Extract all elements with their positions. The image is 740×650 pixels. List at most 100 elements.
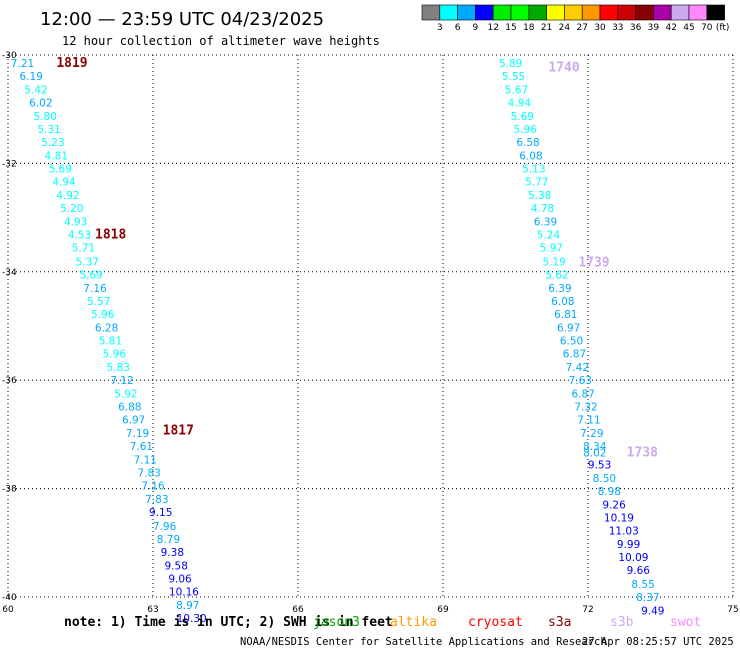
legend-label: 39	[648, 23, 660, 33]
timestamp-text: 27 Apr 08:25:57 UTC 2025	[582, 636, 734, 648]
wave-height-value: 5.23	[41, 137, 64, 149]
wave-height-value: 6.88	[118, 402, 141, 414]
legend-label: 3	[437, 23, 443, 33]
x-tick-label: 69	[437, 605, 449, 615]
wave-height-value: 5.20	[60, 203, 83, 215]
wave-height-value: 9.49	[641, 605, 664, 617]
chart-subtitle: 12 hour collection of altimeter wave hei…	[62, 34, 380, 48]
x-tick-label: 60	[2, 605, 14, 615]
wave-height-value: 5.62	[545, 269, 568, 281]
wave-height-value: 5.24	[537, 230, 561, 242]
y-tick-label: -32	[2, 159, 17, 169]
wave-height-value: 8.02	[583, 448, 606, 460]
y-tick-label: -36	[2, 376, 17, 386]
wave-height-value: 7.96	[153, 521, 177, 533]
legend-swatch	[439, 4, 458, 21]
legend-swatch	[599, 4, 619, 21]
wave-height-value: 9.53	[588, 460, 611, 472]
wave-height-value: 7.83	[145, 494, 168, 506]
wave-height-value: 8.37	[636, 592, 659, 604]
wave-height-value: 9.99	[617, 539, 640, 551]
wave-height-value: 5.57	[87, 296, 110, 308]
wave-height-value: 6.97	[557, 322, 580, 334]
legend-swatch	[457, 4, 476, 21]
wave-height-value: 6.08	[551, 296, 574, 308]
legend-label: 6	[455, 23, 461, 33]
wave-height-value: 10.19	[604, 513, 634, 525]
legend-label: 18	[523, 23, 535, 33]
legend-swatch	[706, 4, 725, 21]
wave-height-value: 5.37	[76, 256, 99, 268]
y-tick-label: -38	[2, 485, 17, 495]
wave-height-value: 7.83	[137, 468, 160, 480]
wave-height-value: 7.29	[580, 428, 603, 440]
credit-text: NOAA/NESDIS Center for Satellite Applica…	[240, 636, 607, 648]
wave-height-value: 7.16	[141, 481, 165, 493]
wave-height-value: 7.63	[569, 375, 592, 387]
wave-height-value: 6.87	[563, 348, 586, 360]
y-tick-label: -40	[2, 593, 17, 603]
legend-swatch	[546, 4, 565, 21]
wave-height-value: 7.11	[577, 415, 600, 427]
wave-height-value: 5.69	[79, 269, 102, 281]
legend-swatch	[688, 4, 708, 21]
wave-height-value: 5.71	[72, 243, 95, 255]
wave-height-value: 9.38	[161, 547, 184, 559]
plot-area: 60 63 66 69 72 75-30-32-34-36-38-407.216.195.…	[2, 51, 739, 625]
satellite-legend: jason3 altika cryosat s3a s3b swot	[313, 615, 701, 630]
wave-height-value: 5.67	[505, 84, 528, 96]
wave-height-value: 6.02	[29, 97, 52, 109]
legend-label: 30	[594, 23, 606, 33]
legend-label: 42	[665, 23, 676, 33]
wave-height-value: 9.06	[168, 573, 192, 585]
color-legend: 3 6 9 12 15 18 21 24 27 30 33 36 39 42 45 70 (ft)	[421, 4, 729, 33]
wave-height-value: 4.94	[52, 177, 76, 189]
wave-height-value: 7.61	[130, 441, 153, 453]
wave-height-value: 10.09	[618, 552, 648, 564]
wave-height-value: 7.16	[83, 283, 107, 295]
wave-height-value: 8.34	[583, 441, 607, 453]
wave-height-value: 5.96	[103, 348, 127, 360]
wave-height-value: 4.93	[64, 217, 87, 229]
wave-height-value: 6.81	[554, 309, 577, 321]
wave-height-value: 6.39	[534, 217, 557, 229]
wave-height-value: 5.83	[107, 362, 130, 374]
wave-height-value: 5.77	[525, 177, 548, 189]
y-tick-label: -34	[2, 268, 17, 278]
wave-height-value: 10.16	[169, 586, 199, 598]
wave-height-value: 10.30	[177, 613, 207, 625]
pass-number-label: 1817	[163, 423, 194, 438]
wave-height-value: 4.81	[45, 151, 68, 163]
wave-height-value: 7.19	[126, 428, 149, 440]
pass-number-label: 1819	[56, 56, 87, 71]
wave-height-value: 5.31	[37, 124, 60, 136]
satellite-jason3: jason3	[313, 615, 360, 630]
wave-height-value: 8.79	[157, 534, 180, 546]
satellite-s3a: s3a	[548, 615, 571, 630]
satellite-swot: swot	[670, 615, 701, 630]
legend-label: 45	[683, 23, 694, 33]
legend-label: 27	[576, 23, 587, 33]
legend-swatch	[528, 4, 547, 21]
pass-number-label: 1738	[627, 446, 658, 461]
wave-height-value: 5.96	[91, 309, 115, 321]
wave-height-value: 9.15	[149, 507, 172, 519]
wave-height-value: 5.81	[99, 335, 122, 347]
wave-height-value: 5.42	[24, 84, 47, 96]
legend-swatch	[421, 4, 441, 21]
wave-height-value: 5.38	[528, 190, 551, 202]
wave-height-value: 8.98	[598, 486, 621, 498]
legend-label: 9	[473, 23, 479, 33]
wave-height-value: 6.58	[516, 137, 539, 149]
wave-height-value: 7.11	[134, 455, 157, 467]
legend-label: 33	[612, 23, 623, 33]
wave-height-value: 6.39	[548, 283, 571, 295]
legend-swatch	[617, 4, 636, 21]
legend-swatch	[670, 4, 690, 21]
legend-swatch	[564, 4, 583, 21]
wave-height-value: 4.92	[56, 190, 79, 202]
wave-height-value: 4.78	[531, 203, 554, 215]
wave-height-value: 5.13	[522, 164, 545, 176]
wave-height-value: 5.55	[502, 71, 525, 83]
